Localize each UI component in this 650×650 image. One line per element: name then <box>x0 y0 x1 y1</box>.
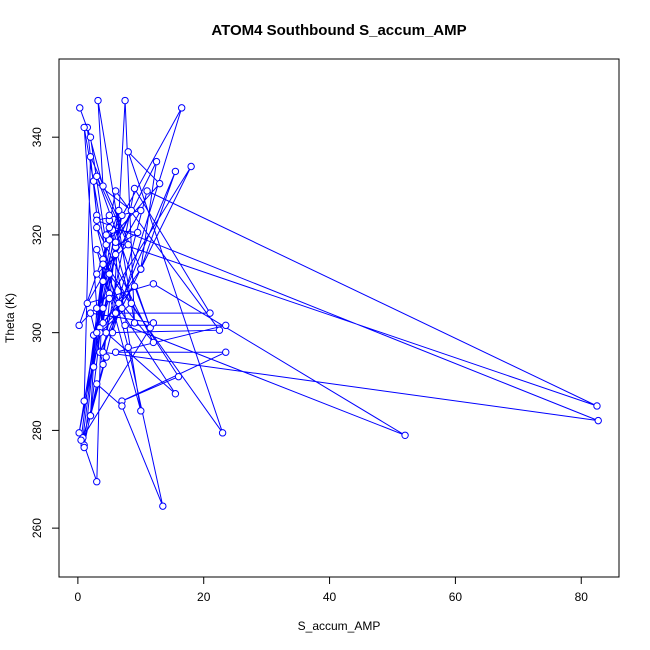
data-point <box>75 429 83 437</box>
data-point <box>80 443 88 452</box>
data-point <box>111 238 120 246</box>
chart-title: ATOM4 Southbound S_accum_AMP <box>211 22 466 39</box>
data-point <box>124 148 132 156</box>
data-point <box>222 321 230 330</box>
data-point <box>149 280 158 288</box>
data-point <box>105 211 114 220</box>
data-point <box>206 309 214 317</box>
data-point <box>159 502 167 510</box>
y-tick-label: 320 <box>30 225 44 245</box>
data-point <box>143 187 151 195</box>
data-point <box>94 96 102 105</box>
data-point <box>99 277 107 286</box>
data-point <box>215 326 224 334</box>
data-point <box>93 216 101 224</box>
data-point <box>115 206 123 215</box>
data-point <box>86 153 95 161</box>
data-point <box>80 397 88 405</box>
data-point <box>89 363 98 371</box>
data-point <box>86 412 95 420</box>
data-point <box>102 231 110 239</box>
data-point <box>76 104 84 112</box>
data-point <box>86 133 95 141</box>
series-points <box>75 96 602 510</box>
data-point <box>155 179 164 188</box>
data-point <box>102 353 110 361</box>
data-point <box>124 343 132 352</box>
data-point <box>118 304 126 312</box>
data-point <box>93 270 101 278</box>
data-point <box>93 223 101 232</box>
data-point <box>93 380 101 388</box>
x-tick-label: 80 <box>575 590 589 604</box>
data-point <box>593 402 601 410</box>
data-point <box>187 162 195 171</box>
data-point <box>93 172 101 180</box>
data-point <box>121 96 129 105</box>
data-point <box>99 304 107 312</box>
data-point <box>218 429 227 437</box>
x-axis-title: S_accum_AMP <box>298 619 381 633</box>
data-point <box>111 309 120 317</box>
data-point <box>149 319 158 327</box>
data-point <box>102 328 110 337</box>
data-point <box>171 167 180 176</box>
data-point <box>93 304 101 312</box>
data-point <box>75 321 83 330</box>
data-point <box>105 270 114 278</box>
data-point <box>127 299 136 308</box>
data-point <box>130 184 139 193</box>
y-tick-label: 300 <box>30 322 44 342</box>
data-point <box>111 187 120 195</box>
data-point <box>177 104 186 112</box>
data-point <box>130 282 139 290</box>
data-point <box>124 240 132 249</box>
data-point <box>133 228 142 237</box>
data-point <box>93 328 101 337</box>
y-axis-title: Theta (K) <box>3 293 17 343</box>
y-tick-label: 340 <box>30 127 44 147</box>
data-point <box>130 319 139 327</box>
data-point <box>105 294 114 303</box>
data-point <box>152 157 161 166</box>
x-tick-label: 20 <box>197 590 211 604</box>
data-point <box>77 436 85 444</box>
data-point <box>174 372 183 381</box>
data-point <box>83 299 92 308</box>
data-point <box>86 309 95 317</box>
data-point <box>99 319 107 327</box>
data-point <box>111 348 120 356</box>
data-point <box>108 328 117 337</box>
data-point <box>171 390 180 398</box>
data-point <box>80 123 88 132</box>
y-tick-label: 260 <box>30 518 44 538</box>
x-axis: 0 20 40 60 80 <box>75 576 589 604</box>
data-point <box>137 407 145 415</box>
data-point <box>149 338 158 347</box>
x-tick-label: 40 <box>323 590 337 604</box>
data-point <box>99 260 107 268</box>
data-point <box>93 245 101 254</box>
data-point <box>222 348 230 356</box>
data-point <box>137 206 145 215</box>
data-point <box>401 431 409 439</box>
data-point <box>118 402 126 410</box>
data-point <box>111 250 120 259</box>
x-tick-label: 60 <box>449 590 463 604</box>
data-point <box>105 223 114 232</box>
y-axis: 260 280 300 320 340 <box>30 127 60 538</box>
data-point <box>121 321 129 330</box>
x-tick-label: 0 <box>75 590 82 604</box>
data-point <box>99 360 107 369</box>
data-point <box>99 182 107 190</box>
y-tick-label: 280 <box>30 420 44 440</box>
data-point <box>594 416 602 425</box>
data-point <box>93 478 101 486</box>
data-point <box>127 206 136 215</box>
data-point <box>137 265 145 273</box>
